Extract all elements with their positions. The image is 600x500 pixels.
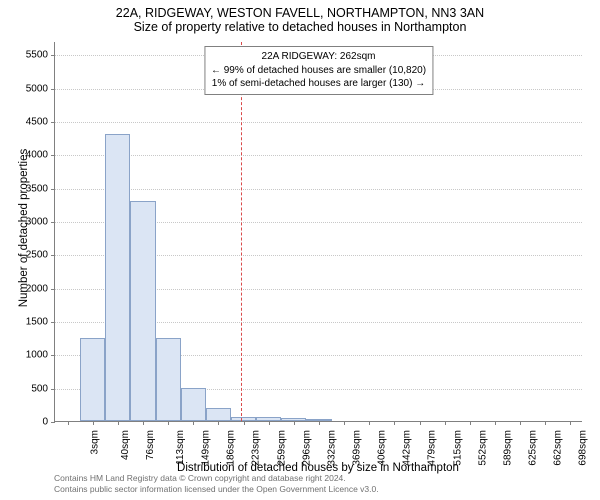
histogram-bar [105, 134, 130, 421]
xtick-mark [118, 421, 119, 425]
ytick-mark [51, 255, 55, 256]
ytick-mark [51, 322, 55, 323]
gridline [55, 122, 582, 123]
xtick-label: 515sqm [452, 430, 463, 466]
xtick-label: 3sqm [89, 430, 100, 454]
ytick-mark [51, 155, 55, 156]
footer-line-2: Contains public sector information licen… [54, 484, 379, 495]
xtick-mark [244, 421, 245, 425]
ytick-mark [51, 89, 55, 90]
ytick-mark [51, 122, 55, 123]
xtick-mark [420, 421, 421, 425]
histogram-bar [156, 338, 181, 421]
xtick-label: 662sqm [553, 430, 564, 466]
histogram-bar [80, 338, 105, 421]
xtick-mark [369, 421, 370, 425]
ytick-label: 5500 [8, 50, 48, 61]
xtick-mark [93, 421, 94, 425]
info-line-3: 1% of semi-detached houses are larger (1… [211, 77, 426, 91]
xtick-mark [495, 421, 496, 425]
gridline [55, 155, 582, 156]
xtick-mark [394, 421, 395, 425]
info-line-1: 22A RIDGEWAY: 262sqm [211, 50, 426, 64]
xtick-mark [269, 421, 270, 425]
xtick-label: 186sqm [226, 430, 237, 466]
info-line-2: ← 99% of detached houses are smaller (10… [211, 64, 426, 78]
histogram-bar [130, 201, 155, 421]
chart-area: 0500100015002000250030003500400045005000… [54, 42, 582, 422]
xtick-mark [520, 421, 521, 425]
xtick-mark [445, 421, 446, 425]
ytick-label: 5000 [8, 83, 48, 94]
xtick-mark [545, 421, 546, 425]
xtick-label: 76sqm [145, 430, 156, 460]
xtick-label: 625sqm [528, 430, 539, 466]
xtick-mark [143, 421, 144, 425]
xtick-label: 259sqm [276, 430, 287, 466]
ytick-mark [51, 355, 55, 356]
xtick-label: 698sqm [578, 430, 589, 466]
footer-attribution: Contains HM Land Registry data © Crown c… [54, 473, 379, 495]
xtick-label: 149sqm [201, 430, 212, 466]
title-line-2: Size of property relative to detached ho… [0, 20, 600, 34]
xtick-mark [68, 421, 69, 425]
y-axis-label: Number of detached properties [18, 118, 30, 338]
ytick-label: 500 [8, 383, 48, 394]
marker-line [241, 42, 242, 421]
histogram-bar [181, 388, 206, 421]
xtick-label: 369sqm [352, 430, 363, 466]
gridline [55, 189, 582, 190]
xtick-mark [294, 421, 295, 425]
histogram-bar [206, 408, 231, 421]
ytick-mark [51, 55, 55, 56]
xtick-label: 223sqm [251, 430, 262, 466]
xtick-label: 552sqm [477, 430, 488, 466]
xtick-label: 332sqm [326, 430, 337, 466]
xtick-mark [319, 421, 320, 425]
xtick-mark [470, 421, 471, 425]
ytick-mark [51, 289, 55, 290]
xtick-mark [570, 421, 571, 425]
ytick-mark [51, 422, 55, 423]
footer-line-1: Contains HM Land Registry data © Crown c… [54, 473, 379, 484]
xtick-label: 113sqm [175, 430, 186, 465]
ytick-mark [51, 222, 55, 223]
xtick-label: 296sqm [301, 430, 312, 466]
xtick-mark [218, 421, 219, 425]
ytick-mark [51, 389, 55, 390]
plot-area: 0500100015002000250030003500400045005000… [54, 42, 582, 422]
xtick-label: 589sqm [502, 430, 513, 466]
marker-info-box: 22A RIDGEWAY: 262sqm ← 99% of detached h… [204, 46, 433, 95]
xtick-mark [193, 421, 194, 425]
xtick-label: 406sqm [377, 430, 388, 466]
ytick-label: 0 [8, 417, 48, 428]
xtick-mark [168, 421, 169, 425]
ytick-label: 1000 [8, 350, 48, 361]
title-line-1: 22A, RIDGEWAY, WESTON FAVELL, NORTHAMPTO… [0, 0, 600, 20]
ytick-mark [51, 189, 55, 190]
xtick-label: 479sqm [427, 430, 438, 466]
xtick-mark [344, 421, 345, 425]
xtick-label: 442sqm [402, 430, 413, 466]
xtick-label: 40sqm [120, 430, 131, 460]
